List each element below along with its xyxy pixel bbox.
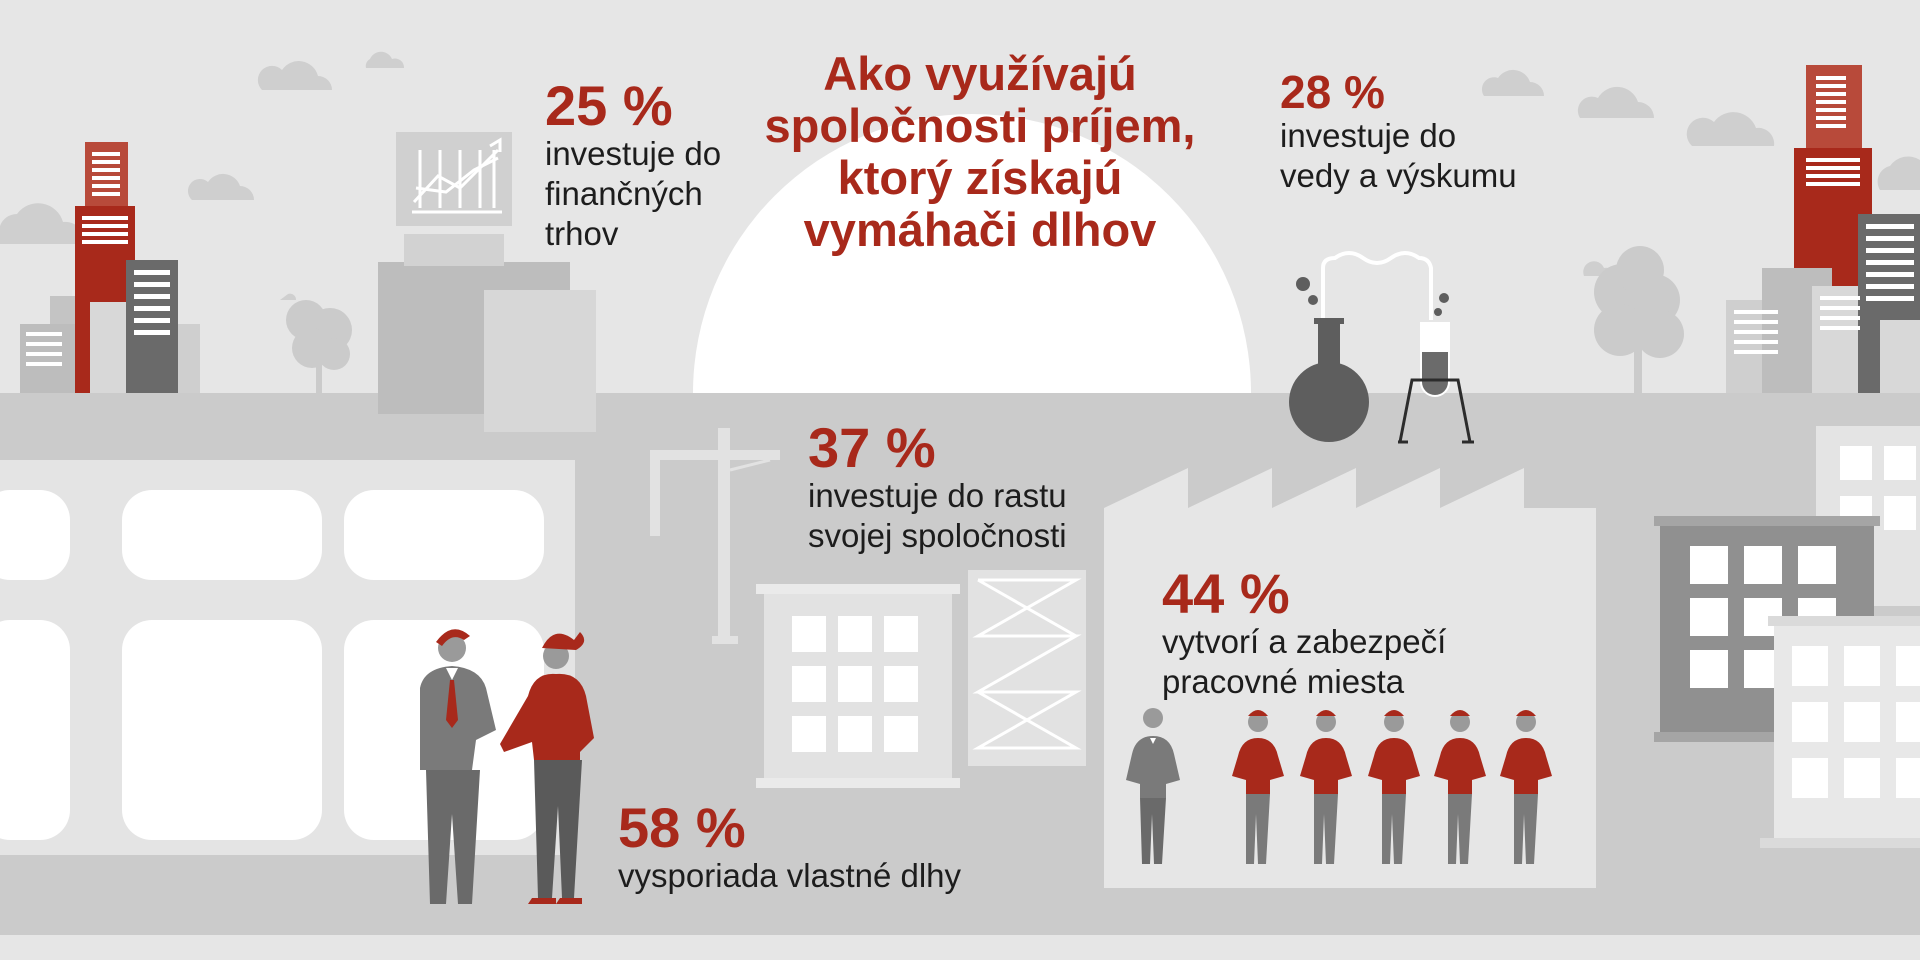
stat-research: 28 % investuje do vedy a výskumu <box>1280 68 1517 196</box>
stat-desc-line: svojej spoločnosti <box>808 517 1067 554</box>
stat-desc-line: pracovné miesta <box>1162 663 1405 700</box>
stat-desc-line: vedy a výskumu <box>1280 157 1517 194</box>
finance-building <box>378 132 596 432</box>
stat-percent: 44 % <box>1162 562 1290 625</box>
stat-desc-line: trhov <box>545 215 619 252</box>
stat-desc-line: vysporiada vlastné dlhy <box>618 857 962 894</box>
stat-jobs: 44 % vytvorí a zabezpečí pracovné miesta <box>1162 566 1446 702</box>
page-title: Ako využívajú spoločnosti príjem, ktorý … <box>764 47 1196 256</box>
tree-icon-right <box>1594 246 1684 393</box>
stat-percent: 28 % <box>1280 66 1385 118</box>
stat-percent: 37 % <box>808 416 936 479</box>
chemistry-flask-icons <box>1289 251 1474 444</box>
construction-building <box>756 570 1086 788</box>
stat-desc-line: investuje do <box>1280 117 1457 154</box>
stat-desc-line: finančných <box>545 175 703 212</box>
handshake-figures <box>420 629 594 904</box>
office-building-left <box>0 460 575 855</box>
stat-own-debts: 58 % vysporiada vlastné dlhy <box>618 800 961 896</box>
left-skyline <box>20 142 200 393</box>
sun-shape <box>693 114 1251 393</box>
chart-board-icon <box>412 137 502 214</box>
stat-company-growth: 37 % investuje do rastu svojej spoločnos… <box>808 420 1067 556</box>
bottom-strip <box>0 935 1920 960</box>
workers-figures <box>1126 708 1552 864</box>
cloud-icons <box>0 51 1920 300</box>
construction-crane <box>650 428 780 644</box>
stat-percent: 58 % <box>618 796 746 859</box>
tree-icon <box>286 300 352 393</box>
stat-desc-line: investuje do rastu <box>808 477 1067 514</box>
stat-financial-markets: 25 % investuje do finančných trhov <box>545 78 721 254</box>
factory-building <box>1104 468 1596 888</box>
right-skyline <box>1726 65 1920 393</box>
stat-desc-line: investuje do <box>545 135 722 172</box>
right-lower-buildings <box>1654 426 1920 848</box>
stat-percent: 25 % <box>545 74 673 137</box>
stat-desc-line: vytvorí a zabezpečí <box>1162 623 1447 660</box>
